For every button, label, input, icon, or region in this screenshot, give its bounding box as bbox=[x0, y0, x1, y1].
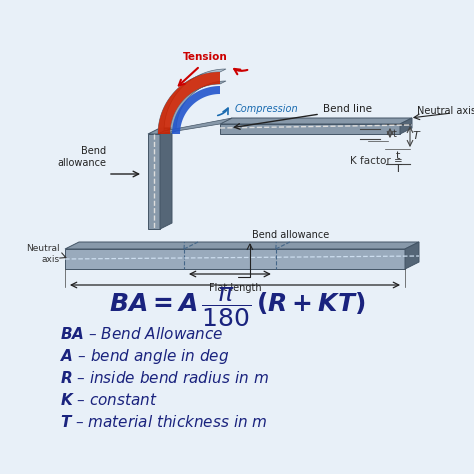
Polygon shape bbox=[400, 118, 412, 134]
Text: T: T bbox=[413, 131, 420, 141]
Polygon shape bbox=[170, 81, 226, 134]
Text: Tension: Tension bbox=[182, 52, 228, 62]
Polygon shape bbox=[220, 124, 400, 134]
Text: Flat length: Flat length bbox=[209, 283, 261, 293]
Text: t: t bbox=[396, 151, 400, 161]
Text: Compression: Compression bbox=[235, 104, 299, 114]
Text: $\boldsymbol{BA = A\,\dfrac{\pi}{180}\,(R + KT)}$: $\boldsymbol{BA = A\,\dfrac{\pi}{180}\,(… bbox=[109, 285, 365, 329]
Text: t: t bbox=[393, 129, 397, 139]
Polygon shape bbox=[405, 242, 419, 269]
Polygon shape bbox=[65, 242, 419, 249]
Polygon shape bbox=[158, 118, 232, 134]
Polygon shape bbox=[158, 69, 226, 134]
Text: $\boldsymbol{T}$ – material thickness in m: $\boldsymbol{T}$ – material thickness in… bbox=[60, 414, 268, 430]
Text: T: T bbox=[395, 164, 401, 174]
Polygon shape bbox=[172, 86, 220, 134]
Text: K factor =: K factor = bbox=[350, 156, 406, 166]
Text: $\boldsymbol{A}$ – bend angle in deg: $\boldsymbol{A}$ – bend angle in deg bbox=[60, 346, 229, 365]
Polygon shape bbox=[160, 128, 172, 229]
Text: Bend allowance: Bend allowance bbox=[252, 230, 329, 240]
Text: $\boldsymbol{K}$ – constant: $\boldsymbol{K}$ – constant bbox=[60, 392, 158, 408]
Text: $\boldsymbol{BA}$ – Bend Allowance: $\boldsymbol{BA}$ – Bend Allowance bbox=[60, 326, 224, 342]
Text: Bend line: Bend line bbox=[323, 104, 372, 114]
Text: Neutral
axis: Neutral axis bbox=[27, 244, 60, 264]
Polygon shape bbox=[148, 128, 172, 134]
Text: Neutral axis: Neutral axis bbox=[417, 106, 474, 116]
Polygon shape bbox=[158, 72, 220, 134]
Text: Bend
allowance: Bend allowance bbox=[57, 146, 106, 168]
Polygon shape bbox=[65, 249, 405, 269]
Polygon shape bbox=[220, 118, 412, 124]
Polygon shape bbox=[148, 134, 160, 229]
Text: $\boldsymbol{R}$ – inside bend radius in m: $\boldsymbol{R}$ – inside bend radius in… bbox=[60, 370, 269, 386]
